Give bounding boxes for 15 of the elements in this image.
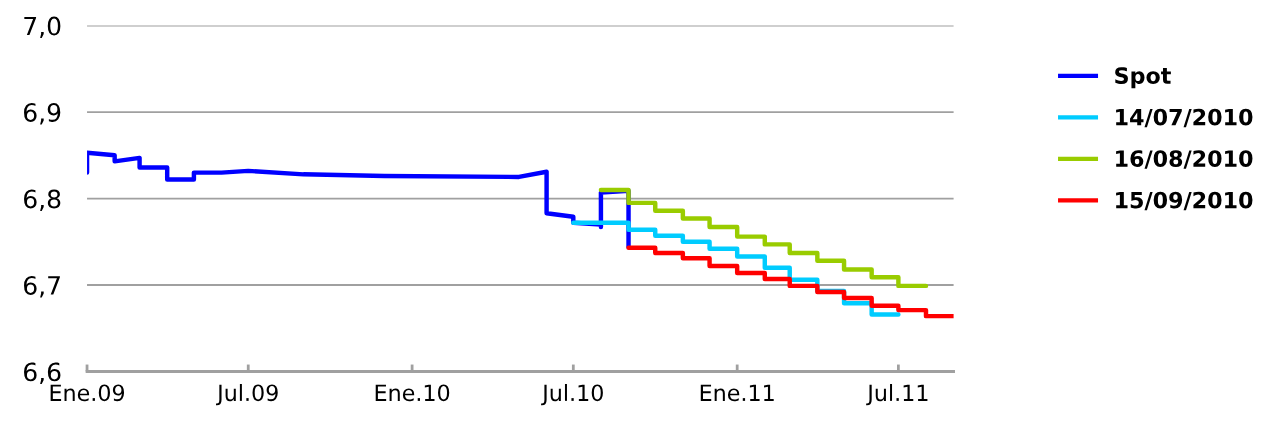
legend-label: 15/09/2010 [1116,191,1253,211]
y-tick-label: 6,7 [24,275,60,298]
legend-label: Spot [1115,67,1171,89]
x-tick-label: Jul.09 [216,383,278,406]
x-tick-label: Jul.11 [866,383,928,406]
x-tick-label: Ene.09 [50,384,125,402]
y-tick-label: 6,8 [24,189,61,211]
legend-label: 16/08/2010 [1116,150,1253,169]
y-tick-label: 7,0 [24,16,61,39]
x-tick-label: Ene.10 [375,384,450,402]
x-tick-label: Ene.11 [700,384,774,402]
y-tick-label: 6,9 [24,103,61,125]
legend-label: 14/07/2010 [1116,108,1253,128]
x-tick-label: Jul.10 [541,383,603,406]
y-tick-label: 6,6 [24,362,61,384]
